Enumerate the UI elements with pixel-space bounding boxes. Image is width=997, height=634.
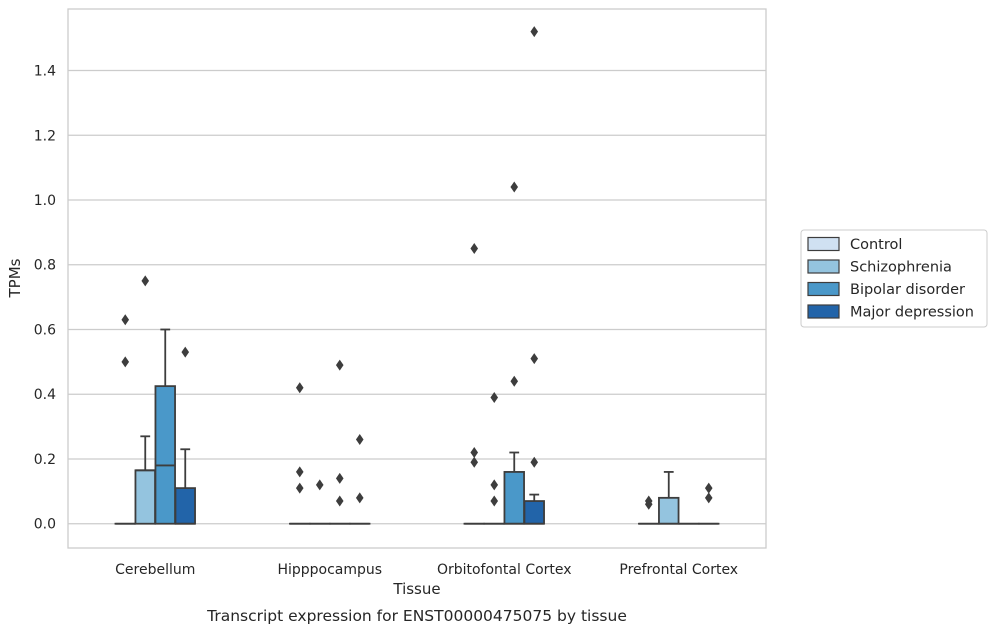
outlier-point [510,375,519,387]
outlier-point [470,243,479,255]
legend-swatch [807,281,840,297]
outlier-point [295,382,304,394]
outlier-point [704,482,713,494]
legend-frame [800,229,988,328]
y-axis-label: TPMs [6,258,24,298]
y-tick-label: 1.0 [34,193,56,209]
outlier-point [335,495,344,507]
y-tick-label: 0.4 [34,387,56,403]
legend-label: Schizophrenia [850,260,952,276]
y-tick-label: 1.2 [34,128,56,144]
box [154,385,176,525]
box-group [309,479,331,525]
legend-swatch [807,259,840,274]
outlier-point [181,346,190,358]
box-group [349,434,371,525]
x-tick-label: Prefrontal Cortex [619,562,738,578]
box-group [174,346,196,525]
outlier-point [315,479,324,491]
outlier-point [470,447,479,459]
outlier-point [295,482,304,494]
legend-label: Bipolar disorder [850,282,965,298]
box-group [503,181,525,525]
outlier-point [295,466,304,478]
x-axis-label: Tissue [392,580,440,598]
outlier-point [490,479,499,491]
box [174,487,196,525]
outlier-point [121,314,130,326]
box-group [483,391,505,525]
chart-caption: Transcript expression for ENST0000047507… [206,607,627,625]
outlier-point [470,456,479,468]
box-group [154,328,176,525]
plot-frame [67,8,767,549]
outlier-point [490,391,499,403]
legend-swatch [807,304,840,319]
outlier-point [510,181,519,193]
y-tick-label: 1.4 [34,64,56,80]
box-plot-marks [114,26,720,525]
box-group [658,471,680,525]
legend: Control Schizophrenia Bipolar disorder Majo… [800,229,988,328]
outlier-point [530,26,539,38]
y-tick-label: 0.6 [34,322,56,338]
y-tick-label: 0.8 [34,258,56,274]
box-group [463,243,485,525]
x-tick-label: Cerebellum [115,562,195,578]
y-tick-label: 0.2 [34,452,56,468]
outlier-point [355,492,364,504]
y-tick-label: 0.0 [34,517,56,533]
box [523,500,545,525]
box [134,469,156,525]
outlier-point [644,495,653,507]
box-group [134,275,156,525]
legend-entries: Control Schizophrenia Bipolar disorder Majo… [807,236,974,321]
legend-swatch [807,236,840,252]
outlier-point [121,356,130,368]
outlier-point [530,456,539,468]
box [658,496,680,525]
box-group [289,382,311,525]
outlier-point [141,275,150,287]
x-axis-ticks: Cerebellum Hipppocampus Orbitofontal Corte… [115,562,738,578]
legend-label: Major depression [850,305,974,321]
outlier-point [704,492,713,504]
outlier-point [355,434,364,446]
outlier-point [335,472,344,484]
legend-label: Control [850,237,902,253]
outlier-point [335,359,344,371]
box-group [698,482,720,525]
x-tick-label: Hipppocampus [277,562,382,578]
x-tick-label: Orbitofontal Cortex [437,562,572,578]
box-group [114,314,136,525]
y-axis-ticks: 0.0 0.2 0.4 0.6 0.8 1.0 1.2 1.4 [34,64,56,533]
box [503,471,525,525]
plot-area-background [68,9,766,548]
outlier-point [490,495,499,507]
outlier-point [530,353,539,365]
box-group [523,26,545,525]
